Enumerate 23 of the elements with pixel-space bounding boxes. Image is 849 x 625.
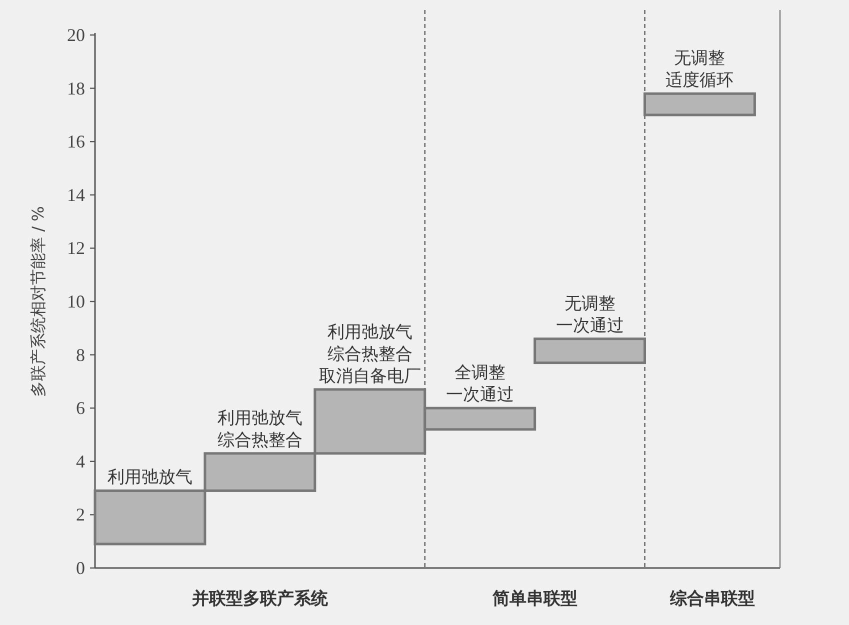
y-tick-label: 6 [76,398,85,418]
bar [534,338,646,364]
y-axis-title: 多联产系统相对节能率 / % [28,206,48,397]
x-tick-label: 无调整一次通过 [556,294,624,336]
x-tick-label: 利用弛放气综合热整合 [217,408,302,450]
y-tick-label: 4 [76,451,85,472]
x-tick-label: 无调整适度循环 [666,48,734,91]
y-tick-label: 0 [76,558,85,578]
y-tick-label: 14 [67,184,85,205]
text: 综合串联型 [668,589,755,609]
y-tick-label: 16 [67,132,85,152]
y-tick-label: 8 [76,344,85,365]
x-tick-label: 利用弛放气综合热整合取消自备电厂 [318,322,421,386]
text: 简单串联型 [491,589,578,609]
x-tick-label: 利用弛放气 [107,468,192,488]
y-tick-label: 10 [67,292,85,312]
x-tick-label: 全调整一次通过 [446,363,514,406]
y-tick-label: 20 [67,25,85,45]
y-tick-label: 2 [76,504,85,525]
y-tick-label: 18 [67,78,85,98]
text: 并联型多联产系统 [190,589,329,609]
bar [644,92,756,116]
y-tick-label: 12 [67,238,85,258]
